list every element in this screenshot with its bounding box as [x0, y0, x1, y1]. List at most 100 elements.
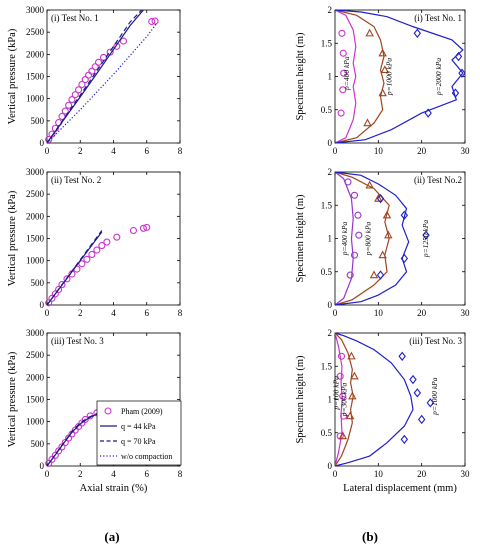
data-point — [81, 76, 89, 84]
y-tick-label: 0 — [40, 300, 45, 310]
y-tick-label: 2 — [328, 167, 333, 177]
y-tick-label: 0.5 — [321, 428, 333, 438]
data-point — [378, 250, 387, 259]
y-tick-label: 2500 — [26, 27, 45, 37]
series-line-0 — [334, 171, 354, 306]
data-point — [339, 49, 347, 57]
data-point — [338, 29, 346, 37]
data-point — [58, 443, 66, 451]
data-point — [400, 210, 409, 220]
y-tick-label: 1000 — [26, 256, 45, 266]
data-point — [378, 48, 387, 57]
data-point — [71, 91, 79, 99]
data-point — [339, 392, 347, 400]
chart-title: (ii) Test No. 2 — [51, 175, 101, 185]
data-point — [426, 398, 435, 408]
x-tick-label: 0 — [333, 146, 338, 156]
y-tick-label: 1500 — [26, 72, 45, 82]
data-point — [51, 451, 59, 459]
y-tick-label: 0 — [40, 138, 45, 148]
x-tick-label: 4 — [111, 146, 116, 156]
chart-title: (ii) Test No.2 — [414, 175, 462, 185]
series-line-2 — [334, 171, 410, 306]
x-tick-label: 10 — [374, 308, 384, 318]
data-point — [339, 86, 347, 94]
data-point — [337, 352, 346, 360]
data-point — [374, 193, 383, 202]
data-point — [129, 226, 137, 235]
plot-frame — [46, 171, 181, 306]
y-tick-label: 1.5 — [321, 361, 333, 371]
data-point — [424, 108, 432, 118]
x-tick-label: 20 — [417, 146, 427, 156]
chart-a1: 0 2 4 6 8 0 500 1000 1500 2000 2500 3000 (i) Test No… — [7, 5, 183, 156]
data-point — [55, 285, 63, 294]
y-axis-label: Specimen height (m) — [295, 355, 306, 444]
data-point — [398, 351, 406, 361]
x-tick-label: 10 — [374, 469, 384, 479]
y-tick-label: 1 — [328, 395, 333, 405]
y-axis-label: Specimen height (m) — [295, 32, 306, 121]
y-tick-label: 2 — [328, 5, 333, 15]
data-point — [78, 80, 86, 89]
data-point — [413, 28, 422, 38]
data-point — [61, 438, 69, 447]
x-tick-label: 0 — [333, 469, 338, 479]
x-tick-label: 0 — [45, 469, 50, 479]
data-point — [400, 434, 409, 445]
data-point — [345, 411, 355, 420]
x-axis-label: Lateral displacement (mm) — [343, 483, 457, 494]
x-tick-label: 6 — [145, 146, 150, 156]
figure-label-a: (a) — [104, 529, 119, 544]
legend-label: q = 44 kPa — [121, 422, 156, 431]
x-tick-label: 0 — [333, 308, 338, 318]
data-point — [88, 250, 96, 259]
y-tick-label: 1 — [328, 72, 333, 82]
y-tick-label: 1500 — [26, 234, 45, 244]
data-point — [119, 37, 128, 45]
legend-label: Pham (2009) — [121, 407, 163, 416]
data-point — [88, 67, 96, 75]
x-tick-label: 30 — [461, 469, 471, 479]
data-point — [417, 414, 426, 425]
data-point — [346, 271, 354, 279]
data-point — [384, 230, 393, 239]
figure-label-b: (b) — [362, 529, 378, 544]
x-tick-label: 6 — [145, 469, 150, 479]
pressure-annotation: p=2000 kPa — [434, 58, 443, 97]
y-tick-label: 3000 — [26, 328, 45, 338]
series-line-1 — [46, 231, 103, 306]
data-point — [103, 238, 111, 246]
y-tick-label: 1500 — [26, 395, 45, 405]
data-point — [413, 388, 422, 398]
x-tick-label: 10 — [374, 146, 384, 156]
plot-frame — [46, 9, 181, 144]
data-point — [48, 130, 56, 138]
data-point — [91, 63, 99, 71]
y-tick-label: 0.5 — [321, 267, 333, 277]
x-tick-label: 20 — [417, 308, 427, 318]
legend: Pham (2009) q = 44 kPa q = 70 kPa w/o compa… — [96, 400, 182, 466]
data-point — [340, 412, 348, 420]
series-line-2 — [46, 230, 103, 306]
x-axis-label: Axial strain (%) — [80, 483, 148, 494]
series-line-3 — [46, 22, 158, 144]
data-point — [143, 223, 151, 231]
chart-title: (iii) Test No. 3 — [51, 336, 104, 346]
data-point — [344, 178, 352, 186]
x-tick-label: 20 — [417, 469, 427, 479]
y-tick-label: 500 — [31, 278, 45, 288]
data-point — [451, 88, 460, 98]
y-tick-label: 1000 — [26, 94, 45, 104]
y-tick-label: 1000 — [26, 417, 45, 427]
data-point — [58, 281, 66, 289]
pressure-annotation: p=1250 kPa — [421, 220, 430, 259]
data-point — [45, 299, 53, 307]
data-point — [99, 53, 108, 61]
pressure-annotation: p=1000 kPa — [384, 58, 393, 97]
series-line-2 — [46, 411, 103, 467]
chart-b3: 0 10 20 30 0 0.5 1 1.5 2 (iii) Test No. 3 Specimen… — [295, 328, 470, 494]
chart-title: (iii) Test No. 3 — [409, 336, 462, 346]
y-tick-label: 2000 — [26, 49, 45, 59]
